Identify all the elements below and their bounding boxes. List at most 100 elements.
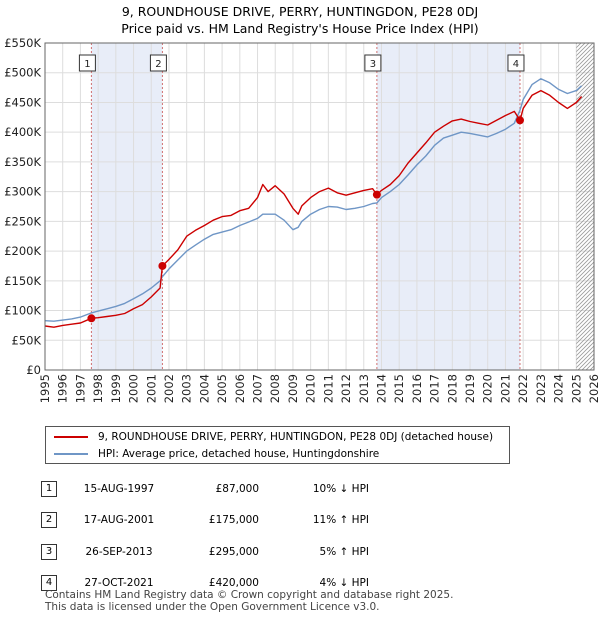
- x-tick-label: 2023: [534, 374, 548, 403]
- sale-number-cell: 2: [41, 505, 69, 537]
- legend-swatch-hpi: [54, 453, 88, 455]
- legend-swatch-property: [54, 436, 88, 438]
- x-tick-label: 2011: [321, 374, 335, 403]
- sale-row: 3 26-SEP-2013 £295,000 5% ↑ HPI: [41, 536, 369, 568]
- sale-date: 15-AUG-1997: [83, 482, 155, 495]
- sale-date: 26-SEP-2013: [85, 545, 153, 558]
- y-tick-label: £500K: [4, 66, 41, 80]
- sale-hpi-diff: 4% ↓ HPI: [319, 577, 369, 590]
- sale-row: 1 15-AUG-1997 £87,000 10% ↓ HPI: [41, 473, 369, 505]
- y-tick-label: £400K: [4, 125, 41, 139]
- sale-point: [515, 116, 524, 125]
- sale-number-badge: 1: [41, 480, 57, 497]
- sale-date: 17-AUG-2001: [83, 514, 155, 527]
- y-tick-label: £100K: [4, 304, 41, 318]
- x-tick-label: 2025: [569, 374, 583, 403]
- x-tick-label: 2016: [410, 374, 424, 403]
- x-tick-label: 2010: [304, 374, 318, 403]
- sale-price: £175,000: [208, 514, 259, 527]
- x-tick-label: 2022: [516, 374, 530, 403]
- x-tick-label: 2026: [587, 374, 600, 403]
- x-tick-label: 1996: [56, 374, 70, 403]
- x-tick-label: 2007: [251, 374, 265, 403]
- x-tick-label: 2018: [445, 374, 459, 403]
- forecast-hatch: [576, 43, 594, 370]
- sale-number-box: [364, 54, 382, 72]
- price-chart: 1 2 3 4 £0 £50K £100K £150K £200K £250K £300K £350…: [4, 36, 600, 403]
- y-tick-label: £200K: [4, 244, 41, 258]
- y-tick-label: £150K: [4, 274, 41, 288]
- x-tick-label: 1995: [38, 374, 52, 403]
- x-tick-label: 1997: [73, 374, 87, 403]
- sale-number-box: [507, 54, 525, 72]
- footer: Contains HM Land Registry data © Crown c…: [45, 589, 453, 613]
- sale-row: 2 17-AUG-2001 £175,000 11% ↑ HPI: [41, 505, 369, 537]
- sale-row: 4 27-OCT-2021 £420,000 4% ↓ HPI: [41, 568, 369, 600]
- sale-number-badge: 4: [41, 575, 57, 592]
- legend-label-hpi: HPI: Average price, detached house, Hunt…: [98, 448, 380, 460]
- y-tick-label: £550K: [4, 36, 41, 50]
- sale-number-badge: 3: [41, 543, 57, 560]
- sale-number-cell: 4: [41, 568, 69, 600]
- sale-number-cell: 1: [41, 473, 69, 505]
- x-tick-label: 1998: [91, 374, 105, 403]
- chart-title: 9, ROUNDHOUSE DRIVE, PERRY, HUNTINGDON, …: [121, 4, 479, 19]
- sale-number-label: 1: [84, 59, 90, 70]
- footer-copyright: Contains HM Land Registry data © Crown c…: [45, 589, 454, 601]
- sale-number-box: [78, 54, 96, 72]
- hpi-line: [44, 77, 583, 322]
- sale-price: £420,000: [208, 577, 259, 590]
- property-price-line: [44, 89, 583, 328]
- plot-frame: [44, 42, 595, 371]
- sale-number-label: 3: [370, 59, 376, 70]
- x-tick-label: 2021: [498, 374, 512, 403]
- ownership-shade: [376, 43, 520, 370]
- y-tick-label: £350K: [4, 155, 41, 169]
- x-tick-label: 2002: [162, 374, 176, 403]
- sale-point: [87, 314, 96, 323]
- sale-date: 27-OCT-2021: [84, 577, 154, 590]
- footer-licence: This data is licensed under the Open Gov…: [45, 601, 380, 613]
- x-tick-label: 2013: [357, 374, 371, 403]
- y-tick-label: £250K: [4, 214, 41, 228]
- x-tick-label: 1999: [109, 374, 123, 403]
- sale-number-cell: 3: [41, 536, 69, 568]
- y-tick-label: £50K: [12, 333, 42, 347]
- sale-number-label: 2: [155, 59, 161, 70]
- x-tick-label: 2008: [268, 374, 282, 403]
- sale-price: £87,000: [215, 482, 259, 495]
- sale-number-label: 4: [513, 59, 519, 70]
- sale-hpi-diff: 11% ↑ HPI: [312, 514, 369, 527]
- sale-number-box: [149, 54, 167, 72]
- x-tick-label: 2005: [215, 374, 229, 403]
- sale-price: £295,000: [208, 545, 259, 558]
- y-tick-label: £450K: [4, 95, 41, 109]
- x-tick-label: 2004: [197, 374, 211, 403]
- sale-point: [158, 261, 167, 270]
- x-tick-label: 2001: [144, 374, 158, 403]
- legend-item-hpi: HPI: Average price, detached house, Hunt…: [54, 446, 379, 462]
- x-tick-label: 2012: [339, 374, 353, 403]
- x-tick-label: 2019: [463, 374, 477, 403]
- y-tick-label: £0: [26, 363, 41, 377]
- sale-hpi-diff: 5% ↑ HPI: [319, 545, 369, 558]
- x-tick-label: 2009: [286, 374, 300, 403]
- sale-hpi-diff: 10% ↓ HPI: [312, 482, 369, 495]
- y-tick-label: £300K: [4, 185, 41, 199]
- sale-point: [372, 190, 381, 199]
- x-tick-label: 2014: [374, 374, 388, 403]
- x-tick-label: 2003: [180, 374, 194, 403]
- legend-item-property: 9, ROUNDHOUSE DRIVE, PERRY, HUNTINGDON, …: [54, 429, 493, 445]
- sales-table: 1 15-AUG-1997 £87,000 10% ↓ HPI 2 17-AUG-2001…: [41, 473, 369, 599]
- sale-number-badge: 2: [41, 512, 57, 529]
- legend-label-property: 9, ROUNDHOUSE DRIVE, PERRY, HUNTINGDON, …: [98, 431, 494, 443]
- x-tick-label: 2006: [233, 374, 247, 403]
- chart-subtitle: Price paid vs. HM Land Registry's House …: [121, 21, 479, 36]
- x-tick-label: 2024: [552, 374, 566, 403]
- ownership-shade: [91, 43, 163, 370]
- x-tick-label: 2020: [481, 374, 495, 403]
- chart-legend: 9, ROUNDHOUSE DRIVE, PERRY, HUNTINGDON, …: [45, 426, 510, 464]
- x-tick-label: 2017: [428, 374, 442, 403]
- x-tick-label: 2000: [127, 374, 141, 403]
- x-tick-label: 2015: [392, 374, 406, 403]
